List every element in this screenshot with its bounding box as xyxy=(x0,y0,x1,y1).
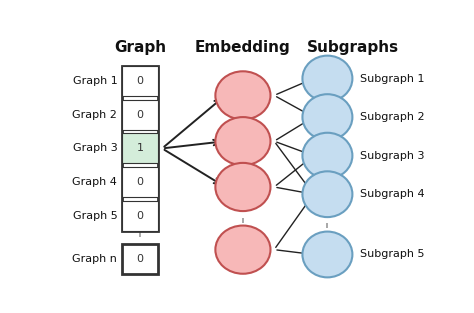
Bar xyxy=(122,66,158,231)
Bar xyxy=(122,66,158,96)
Text: 0: 0 xyxy=(137,254,144,264)
Ellipse shape xyxy=(302,94,352,140)
Ellipse shape xyxy=(215,226,271,274)
Text: 0: 0 xyxy=(137,211,144,221)
Text: Subgraph 1: Subgraph 1 xyxy=(360,74,424,84)
Text: Subgraph 4: Subgraph 4 xyxy=(360,189,424,199)
Text: Graph 5: Graph 5 xyxy=(73,211,117,221)
Text: Graph n: Graph n xyxy=(73,254,117,264)
Bar xyxy=(122,167,158,197)
Text: Graph 1: Graph 1 xyxy=(73,76,117,86)
Text: 1: 1 xyxy=(137,143,144,153)
Text: Embedding: Embedding xyxy=(195,40,291,55)
Bar xyxy=(122,133,158,163)
Ellipse shape xyxy=(302,133,352,178)
Ellipse shape xyxy=(215,163,271,211)
Text: 0: 0 xyxy=(137,110,144,120)
Text: Graph 2: Graph 2 xyxy=(73,110,117,120)
Text: 0: 0 xyxy=(137,177,144,187)
Bar xyxy=(122,100,158,130)
Text: Subgraph 5: Subgraph 5 xyxy=(360,249,424,259)
Bar xyxy=(122,201,158,231)
Text: Graph 3: Graph 3 xyxy=(73,143,117,153)
Ellipse shape xyxy=(302,171,352,217)
Ellipse shape xyxy=(302,232,352,277)
Bar xyxy=(122,244,158,275)
Text: Subgraphs: Subgraphs xyxy=(307,40,399,55)
Text: Subgraph 2: Subgraph 2 xyxy=(360,112,424,122)
Text: 0: 0 xyxy=(137,76,144,86)
Ellipse shape xyxy=(302,56,352,101)
Text: Graph 4: Graph 4 xyxy=(73,177,117,187)
Text: Subgraph 3: Subgraph 3 xyxy=(360,151,424,161)
Ellipse shape xyxy=(215,71,271,120)
Text: Graph: Graph xyxy=(114,40,166,55)
Ellipse shape xyxy=(215,117,271,165)
